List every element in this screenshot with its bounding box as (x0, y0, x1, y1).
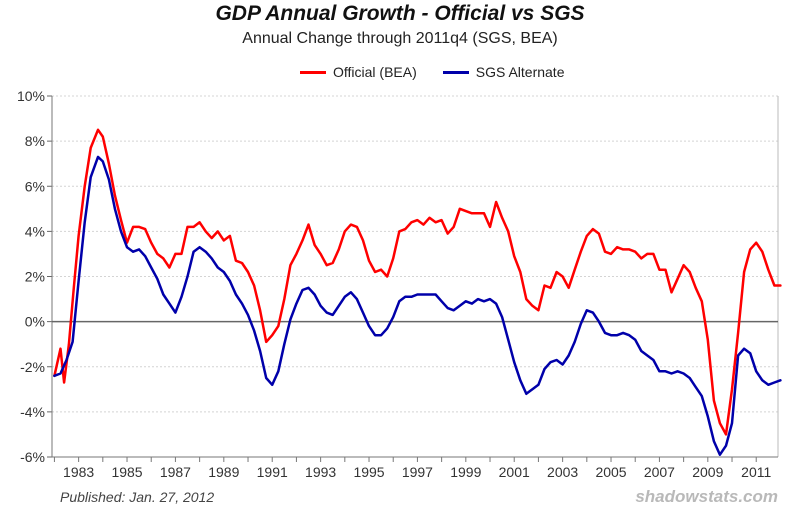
legend-swatch-official (300, 70, 326, 74)
x-tick-label: 1999 (450, 464, 481, 480)
y-tick-label: 0% (25, 314, 45, 330)
series-line-sgs (53, 155, 782, 456)
x-tick-label: 1991 (257, 464, 288, 480)
y-tick-label: 10% (17, 88, 45, 104)
legend-item-sgs: SGS Alternate (442, 64, 565, 80)
x-tick-label: 1989 (208, 464, 239, 480)
x-tick-label: 1985 (111, 464, 142, 480)
x-tick-label: 1987 (160, 464, 191, 480)
x-tick-label: 2003 (547, 464, 578, 480)
x-tick-label: 1995 (353, 464, 384, 480)
x-tick-label: 2001 (499, 464, 530, 480)
legend-item-official: Official (BEA) (300, 64, 417, 80)
x-tick-label: 1993 (305, 464, 336, 480)
x-tick-label: 2007 (644, 464, 675, 480)
legend-label-sgs: SGS Alternate (475, 64, 565, 80)
y-tick-label: 6% (25, 178, 45, 194)
y-tick-label: -4% (20, 404, 45, 420)
x-tick-label: 2005 (595, 464, 626, 480)
legend-label-official: Official (BEA) (333, 64, 417, 80)
y-tick-label: -2% (20, 359, 45, 375)
chart-subtitle: Annual Change through 2011q4 (SGS, BEA) (242, 30, 558, 47)
x-tick-label: 1983 (63, 464, 94, 480)
y-tick-label: 8% (25, 133, 45, 149)
series-line-official (53, 128, 782, 436)
chart-title: GDP Annual Growth - Official vs SGS (215, 2, 585, 25)
published-date: Published: Jan. 27, 2012 (60, 489, 215, 505)
x-tick-label: 1997 (402, 464, 433, 480)
y-tick-label: 4% (25, 223, 45, 239)
chart-legend: Official (BEA) SGS Alternate (300, 62, 590, 82)
y-tick-label: -6% (20, 449, 45, 465)
x-tick-label: 2009 (692, 464, 723, 480)
legend-swatch-sgs (442, 70, 469, 74)
x-tick-label: 2011 (741, 464, 771, 480)
source-watermark: shadowstats.com (635, 487, 778, 506)
y-tick-label: 2% (25, 269, 45, 285)
